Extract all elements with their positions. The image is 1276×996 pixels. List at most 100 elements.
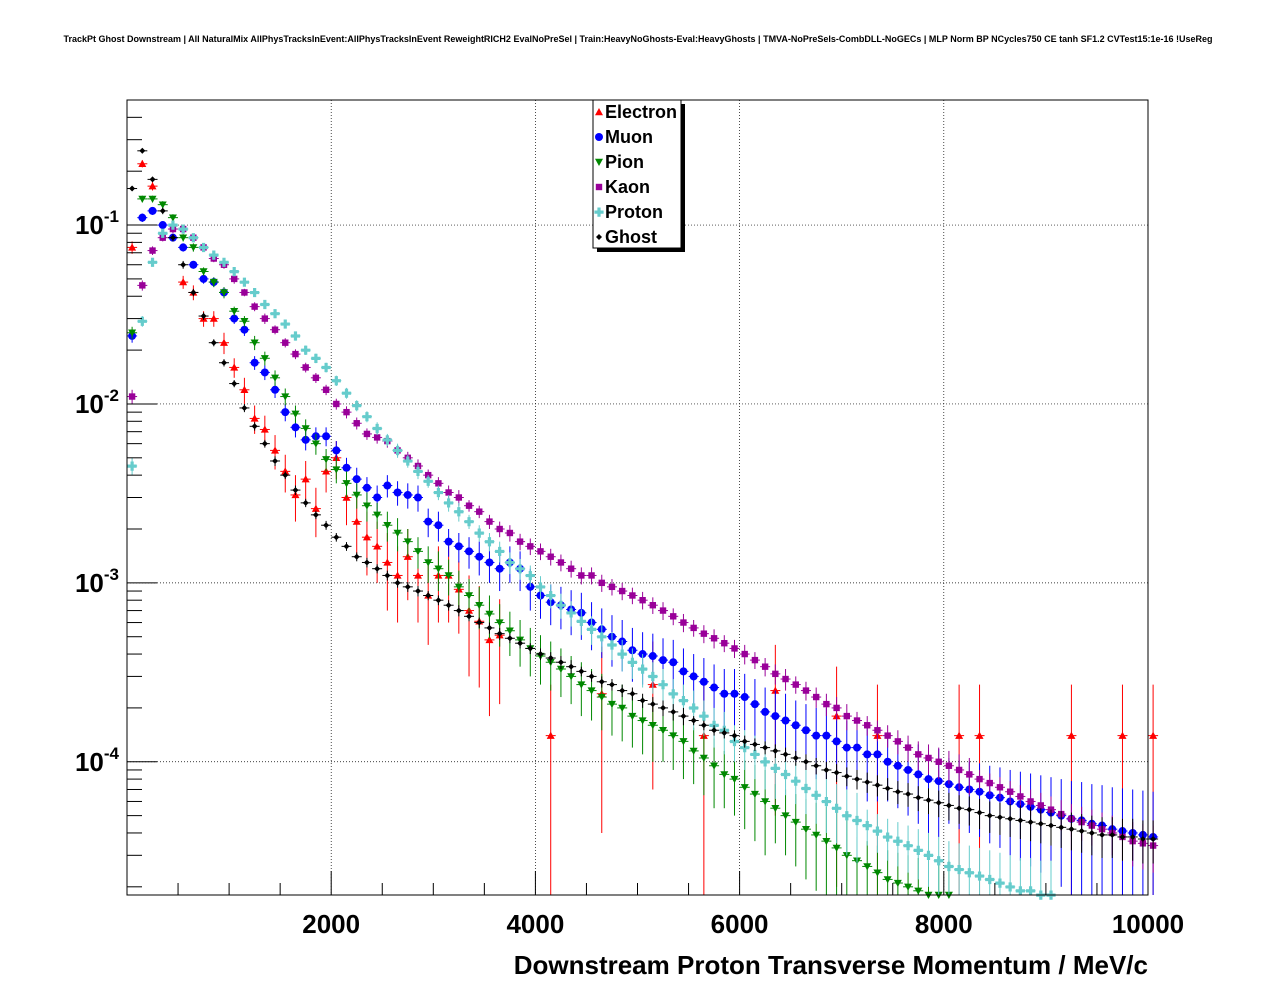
kaon-point: [537, 548, 544, 555]
pion-point: [567, 673, 576, 681]
muon-point: [853, 743, 862, 752]
pion-point: [679, 738, 688, 746]
muon-point: [740, 693, 749, 702]
muon-point: [250, 358, 259, 367]
kaon-point: [629, 592, 636, 599]
proton-point: [403, 456, 413, 466]
pion-point: [413, 548, 422, 556]
proton-point: [433, 487, 444, 498]
legend-marker-kaon: [595, 183, 603, 191]
ghost-point: [1037, 820, 1044, 827]
muon-point: [924, 775, 933, 784]
pion-point: [393, 529, 402, 537]
ghost-point: [925, 797, 932, 804]
pion-point: [832, 844, 841, 852]
muon-point: [424, 517, 433, 526]
kaon-point: [1017, 793, 1024, 800]
pion-point: [230, 307, 239, 316]
ghost-point: [139, 147, 146, 154]
electron-point: [250, 414, 259, 422]
ghost-point: [220, 359, 227, 366]
kaon-point: [792, 681, 799, 688]
kaon-point: [312, 374, 320, 382]
proton-point: [260, 299, 270, 310]
ghost-point: [731, 732, 738, 739]
muon-point: [904, 765, 913, 774]
electron-point: [383, 558, 392, 566]
proton-point: [495, 546, 505, 557]
x-tick-label: 10000: [1112, 909, 1184, 939]
kaon-point: [455, 494, 463, 501]
proton-point: [423, 476, 433, 486]
kaon-point: [853, 717, 861, 724]
ghost-point: [670, 708, 677, 715]
proton-point: [515, 564, 525, 574]
ghost-point: [660, 704, 667, 711]
ghost-point: [302, 499, 309, 506]
proton-point: [474, 528, 484, 538]
legend-label-electron: Electron: [605, 102, 677, 122]
proton-point: [934, 856, 944, 866]
kaon-point: [843, 712, 851, 720]
pion-point: [444, 572, 453, 580]
kaon-point: [373, 434, 381, 441]
proton-point: [505, 557, 515, 568]
proton-point: [974, 871, 985, 881]
y-tick-mantissa: 10: [75, 568, 104, 598]
pion-point: [495, 619, 504, 627]
muon-point: [475, 552, 484, 561]
ghost-point: [1017, 817, 1024, 824]
kaon-point: [251, 303, 258, 310]
y-tick-label: 10-1: [75, 207, 119, 240]
pion-point: [301, 425, 310, 433]
ghost-point: [282, 472, 289, 479]
ghost-point: [445, 602, 452, 609]
kaon-point: [894, 738, 902, 745]
pion-point: [485, 610, 494, 618]
proton-point: [454, 507, 464, 517]
muon-point: [822, 731, 831, 740]
kaon-point: [751, 656, 759, 664]
kaon-point: [935, 758, 942, 765]
muon-point: [842, 743, 851, 752]
ghost-point: [608, 681, 615, 688]
kaon-point: [996, 784, 1004, 791]
pion-point: [761, 798, 770, 806]
ghost-point: [680, 713, 687, 720]
ghost-point: [333, 534, 340, 541]
electron-point: [179, 278, 188, 286]
pion-point: [618, 704, 627, 712]
series-pion: [127, 195, 954, 899]
legend-label-proton: Proton: [605, 202, 663, 222]
ghost-point: [129, 185, 136, 192]
proton-point: [392, 445, 403, 456]
kaon-point: [670, 613, 677, 620]
muon-point: [832, 737, 841, 746]
ghost-point: [894, 788, 901, 795]
pion-point: [281, 393, 290, 401]
kaon-point: [486, 518, 493, 525]
ghost-point: [404, 583, 411, 590]
proton-point: [597, 632, 607, 642]
proton-point: [413, 466, 423, 477]
electron-point: [485, 635, 494, 644]
muon-point: [240, 325, 249, 334]
proton-point: [464, 517, 474, 527]
proton-point: [444, 498, 454, 508]
kaon-point: [639, 596, 646, 604]
muon-point: [761, 707, 770, 716]
pion-point: [659, 727, 668, 735]
y-tick-label: 10-4: [75, 744, 120, 777]
muon-point: [669, 658, 678, 667]
ghost-point: [210, 339, 217, 346]
proton-point: [699, 711, 709, 721]
ghost-point: [394, 579, 401, 586]
ghost-point: [1027, 819, 1034, 826]
pion-point: [740, 784, 749, 792]
y-tick-exponent: -3: [104, 565, 119, 584]
pion-point: [311, 440, 320, 448]
proton-point: [250, 287, 260, 298]
kaon-point: [567, 565, 575, 572]
proton-point: [372, 423, 382, 434]
kaon-point: [966, 771, 973, 778]
